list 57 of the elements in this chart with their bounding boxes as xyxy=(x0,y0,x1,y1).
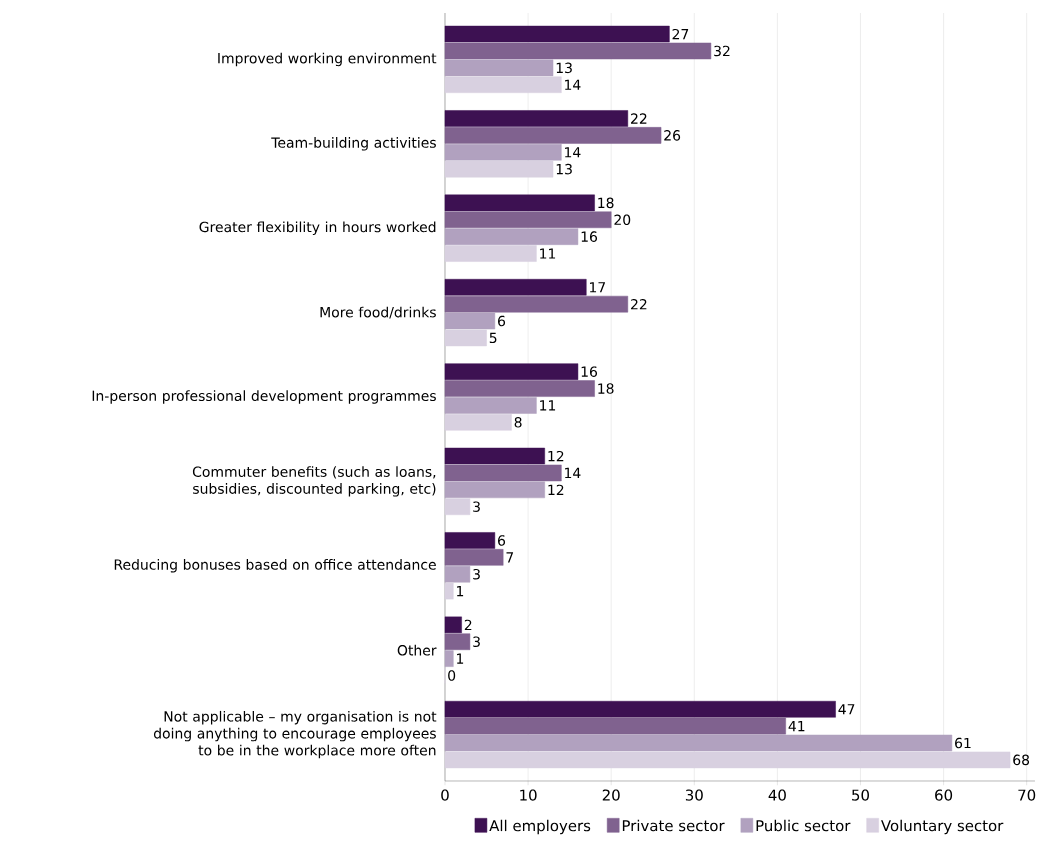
legend-label: All employers xyxy=(489,819,591,835)
data-label: 12 xyxy=(548,484,564,496)
data-label: 3 xyxy=(473,636,480,648)
data-label: 7 xyxy=(506,552,514,563)
data-label: 61 xyxy=(955,737,971,749)
x-tick-label: 20 xyxy=(602,789,620,801)
x-tick-label: 30 xyxy=(685,789,703,801)
x-tick-label: 50 xyxy=(852,789,869,801)
y-tick-label: Not applicable – my organisation is not doing anything to encourage employees to be in the workplace more often xyxy=(153,710,437,759)
data-label: 26 xyxy=(664,130,681,141)
data-label: 27 xyxy=(672,28,689,40)
data-label: 22 xyxy=(631,298,647,310)
data-label: 13 xyxy=(556,163,572,175)
data-label: 1 xyxy=(457,653,464,664)
data-label: 6 xyxy=(498,535,506,546)
x-tick-label: 60 xyxy=(935,789,953,801)
x-tick-label: 40 xyxy=(768,789,786,801)
y-tick-label: More food/drinks xyxy=(320,306,436,319)
y-tick-label: Other xyxy=(397,644,437,656)
data-label: 12 xyxy=(548,450,564,462)
data-label: 17 xyxy=(589,282,606,293)
data-label: 22 xyxy=(631,113,647,124)
x-tick-label: 0 xyxy=(441,789,449,801)
data-label: 3 xyxy=(473,568,480,580)
legend-label: Voluntary sector xyxy=(881,819,1004,835)
data-label: 3 xyxy=(473,501,480,512)
y-tick-label: Reducing bonuses based on office attendance xyxy=(114,559,436,573)
data-label: 68 xyxy=(1013,754,1030,766)
data-label: 16 xyxy=(581,231,598,242)
data-label: 18 xyxy=(598,383,614,394)
data-label: 32 xyxy=(714,45,730,57)
y-tick-label: In-person professional development programmes xyxy=(92,390,436,404)
data-label: 14 xyxy=(565,147,581,158)
data-label: 11 xyxy=(540,400,556,411)
legend-label: Public sector xyxy=(756,819,851,832)
data-label: 11 xyxy=(540,248,556,259)
data-label: 8 xyxy=(514,417,522,428)
y-tick-label: Commuter benefits (such as loans, subsidies, discounted parking, etc) xyxy=(192,466,436,497)
x-tick-label: 10 xyxy=(520,789,537,801)
data-label: 6 xyxy=(498,315,506,327)
x-tick-label: 70 xyxy=(1018,789,1036,801)
y-tick-label: Team-building activities xyxy=(271,137,436,151)
data-label: 41 xyxy=(788,721,805,732)
y-tick-label: Improved working environment xyxy=(218,52,437,67)
data-label: 16 xyxy=(581,366,598,377)
data-label: 5 xyxy=(489,332,497,344)
data-label: 20 xyxy=(614,214,631,226)
data-label: 18 xyxy=(598,197,614,209)
y-tick-label: Greater flexibility in hours worked xyxy=(199,221,436,235)
data-label: 14 xyxy=(565,467,581,479)
data-label: 0 xyxy=(448,670,456,681)
data-label: 47 xyxy=(838,704,855,715)
data-label: 1 xyxy=(457,586,464,597)
data-label: 2 xyxy=(464,619,472,631)
data-label: 14 xyxy=(565,79,581,90)
legend-label: Private sector xyxy=(622,819,725,832)
data-label: 13 xyxy=(556,62,572,74)
